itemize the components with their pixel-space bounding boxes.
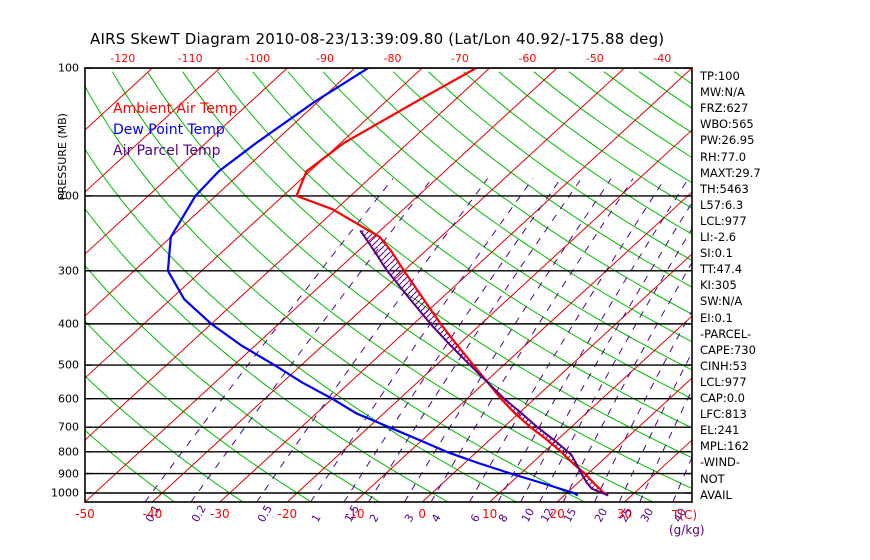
cape-shaded-area <box>360 230 607 495</box>
pressure-tick-300: 300 <box>58 264 79 278</box>
pressure-tick-200: 200 <box>58 189 79 203</box>
top-temp-tick--60: -60 <box>518 52 537 65</box>
pressure-tick-500: 500 <box>58 358 79 372</box>
bottom-temp-tick--20: -20 <box>277 507 298 521</box>
pressure-tick-900: 900 <box>58 467 79 481</box>
index-avail: AVAIL <box>700 487 732 502</box>
index-mpl: MPL:162 <box>700 439 750 454</box>
index-pw: PW:26.95 <box>700 133 755 148</box>
index-cinh: CINH:53 <box>700 358 748 373</box>
index-el: EL:241 <box>700 423 740 438</box>
pressure-tick-800: 800 <box>58 445 79 459</box>
index-wind: -WIND- <box>700 455 741 470</box>
bottom-temp-tick-10: 10 <box>482 507 498 521</box>
pressure-tick-700: 700 <box>58 420 79 434</box>
index-lfc: LFC:813 <box>700 407 747 422</box>
index-si: SI:0.1 <box>700 246 733 261</box>
curve-ambient-air-temp <box>295 68 609 497</box>
index-cape: CAPE:730 <box>700 342 756 357</box>
index-rh: RH:77.0 <box>700 149 747 164</box>
temperature-axis-label: T(C) <box>672 508 698 522</box>
bottom-temp-tick--50: -50 <box>75 507 95 521</box>
bottom-temp-tick-0: 0 <box>418 507 427 521</box>
sounding-curves <box>166 68 609 497</box>
pressure-tick-600: 600 <box>58 392 79 406</box>
index-sw: SW:N/A <box>700 294 743 309</box>
bottom-temp-tick--10: -10 <box>344 507 365 521</box>
top-temp-tick--120: -120 <box>110 52 136 65</box>
bottom-temp-tick-20: 20 <box>549 507 565 521</box>
page-title: AIRS SkewT Diagram 2010-08-23/13:39:09.8… <box>90 30 665 48</box>
index-tp: TP:100 <box>700 69 740 83</box>
index-tt: TT:47.4 <box>700 262 743 277</box>
top-temp-tick--100: -100 <box>245 52 271 65</box>
isotherm-lines <box>85 68 692 502</box>
index-wbo: WBO:565 <box>700 117 754 132</box>
index-lcl: LCL:977 <box>700 213 747 228</box>
top-temp-tick--110: -110 <box>177 52 203 65</box>
bottom-temp-tick--30: -30 <box>210 507 230 521</box>
legend-air-parcel-temp: Air Parcel Temp <box>113 143 221 159</box>
index-maxt: MAXT:29.7 <box>700 165 761 180</box>
index-th: TH:5463 <box>700 181 749 196</box>
index-ei: EI:0.1 <box>700 310 733 325</box>
legend-dew-point-temp: Dew Point Temp <box>113 122 225 138</box>
index-mw: MW:N/A <box>700 85 745 100</box>
pressure-tick-400: 400 <box>58 317 79 331</box>
index-l57: L57:6.3 <box>700 197 744 212</box>
pressure-tick-1000: 1000 <box>51 486 79 500</box>
index-lcl: LCL:977 <box>700 374 747 389</box>
plot-frame <box>84 67 693 503</box>
curve-air-parcel-temp <box>359 229 609 497</box>
mixing-ratio-axis-label: (g/kg) <box>669 523 705 537</box>
pressure-tick-100: 100 <box>58 61 79 75</box>
index-li: LI:-2.6 <box>700 230 737 244</box>
index-frz: FRZ:627 <box>700 101 749 116</box>
index-parcel: -PARCEL- <box>700 326 752 341</box>
legend-ambient-air-temp: Ambient Air Temp <box>113 101 238 117</box>
bottom-temp-tick--40: -40 <box>142 507 163 521</box>
pressure-axis-label: PRESSURE (MB) <box>56 113 69 200</box>
top-temp-tick--90: -90 <box>316 52 335 65</box>
top-temp-tick--50: -50 <box>585 52 604 65</box>
index-ki: KI:305 <box>700 278 737 293</box>
index-not: NOT <box>700 471 725 486</box>
curve-dew-point-temp <box>166 68 579 497</box>
bottom-temp-tick-30: 30 <box>616 507 633 521</box>
axis-ticks <box>85 67 692 494</box>
top-temp-tick--80: -80 <box>383 52 402 65</box>
index-cap: CAP:0.0 <box>700 391 745 405</box>
top-temp-tick--40: -40 <box>653 52 672 65</box>
top-temp-tick--70: -70 <box>450 52 469 65</box>
